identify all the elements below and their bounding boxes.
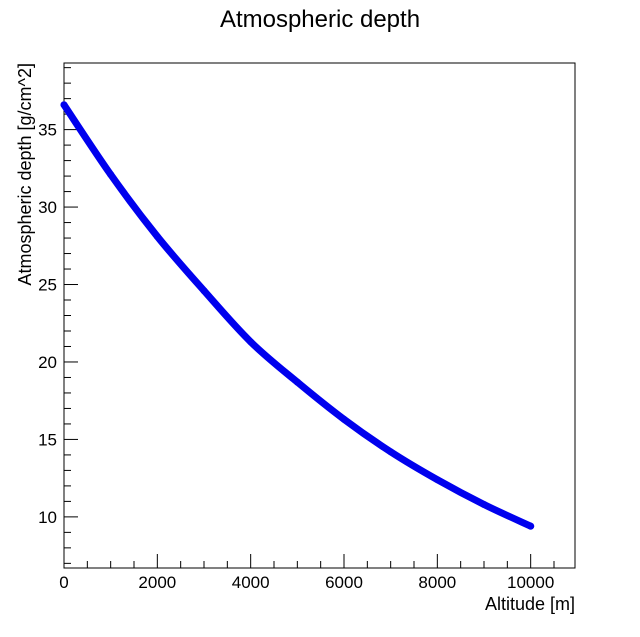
series-point [527,522,535,530]
y-tick-label: 10 [38,508,57,527]
x-axis-ticks: 0 2000 4000 6000 8000 10000 [59,554,555,592]
y-axis-ticks: 10 15 20 25 30 35 [38,67,78,564]
x-tick-label: 8000 [418,573,456,592]
x-tick-label: 10000 [507,573,554,592]
y-tick-label: 35 [38,121,57,140]
series-line [60,101,535,530]
y-tick-label: 30 [38,198,57,217]
y-tick-label: 25 [38,276,57,295]
series-layer [60,101,535,530]
series-point [433,476,441,484]
chart-title: Atmospheric depth [220,6,420,33]
series-point [293,378,301,386]
series-point [107,171,115,179]
series-point [387,448,395,456]
x-axis-title: Altitude [m] [485,594,575,614]
x-tick-label: 6000 [325,573,363,592]
x-tick-label: 4000 [232,573,270,592]
series-point [340,415,348,423]
series-point [60,101,68,109]
x-tick-label: 2000 [138,573,176,592]
y-tick-label: 20 [38,353,57,372]
series-point [200,287,208,295]
series-point [247,338,255,346]
series-point [480,500,488,508]
plot-frame [63,62,576,569]
y-tick-label: 15 [38,430,57,449]
y-axis-title: Atmospheric depth [g/cm^2] [15,63,35,286]
x-tick-label: 0 [59,573,68,592]
series-point [153,232,161,240]
